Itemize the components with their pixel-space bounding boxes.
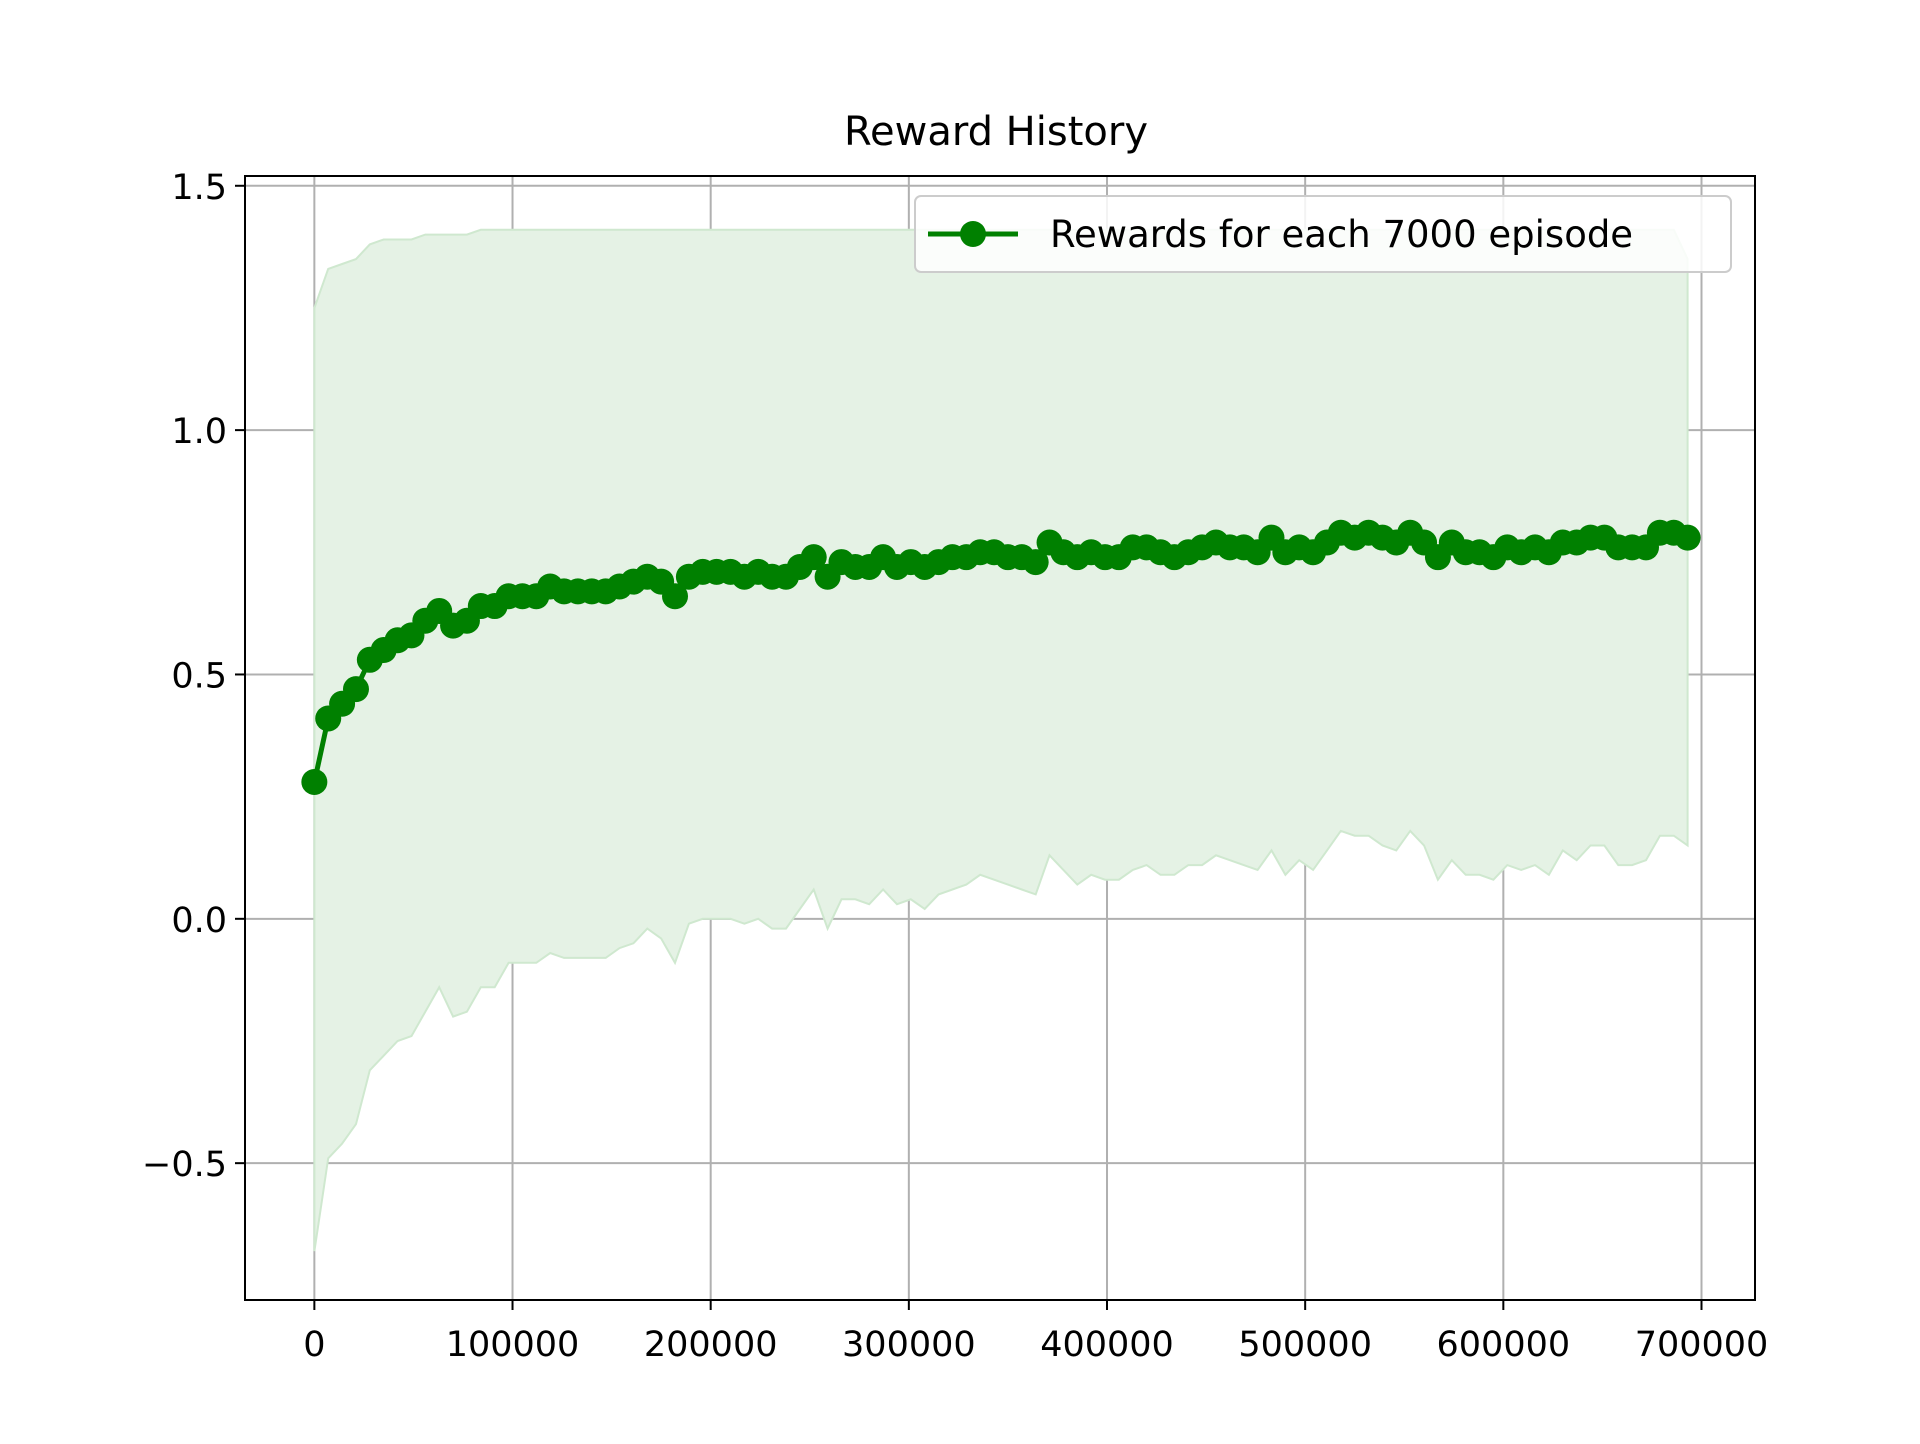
legend-box [914, 195, 1732, 273]
y-tick-label: 1.5 [171, 168, 227, 208]
x-axis-ticks: 0 100000 200000 300000 400000 500000 600000 700… [303, 1300, 1768, 1365]
x-tick-label: 400000 [1040, 1325, 1174, 1365]
x-tick-label: 0 [303, 1325, 325, 1365]
data-point [1674, 524, 1701, 551]
y-tick-label: 1.0 [171, 412, 227, 452]
std-band-area [313, 228, 1689, 1252]
legend-label: Rewards for each 7000 episode [1050, 213, 1633, 256]
legend: Rewards for each 7000 episode [914, 195, 1732, 273]
y-tick-label: −0.5 [142, 1145, 227, 1185]
x-tick-label: 700000 [1635, 1325, 1769, 1365]
plot-frame [244, 175, 1756, 1301]
x-tick-label: 200000 [644, 1325, 778, 1365]
y-tick-label: 0.5 [171, 656, 227, 696]
x-tick-label: 300000 [842, 1325, 976, 1365]
x-tick-label: 500000 [1238, 1325, 1372, 1365]
x-tick-label: 600000 [1437, 1325, 1571, 1365]
data-point [301, 768, 328, 795]
data-point [342, 676, 369, 703]
x-tick-label: 100000 [446, 1325, 580, 1365]
legend-marker-swatch [960, 221, 986, 247]
data-point [1022, 549, 1049, 576]
data-point [662, 583, 689, 610]
y-axis-ticks: −0.5 0.0 0.5 1.0 1.5 [142, 168, 245, 1185]
reward-range-band [313, 228, 1689, 1252]
reward-series-points [301, 519, 1701, 795]
data-point [800, 544, 827, 571]
chart-title: Reward History [844, 109, 1148, 155]
y-tick-label: 0.0 [171, 901, 227, 941]
